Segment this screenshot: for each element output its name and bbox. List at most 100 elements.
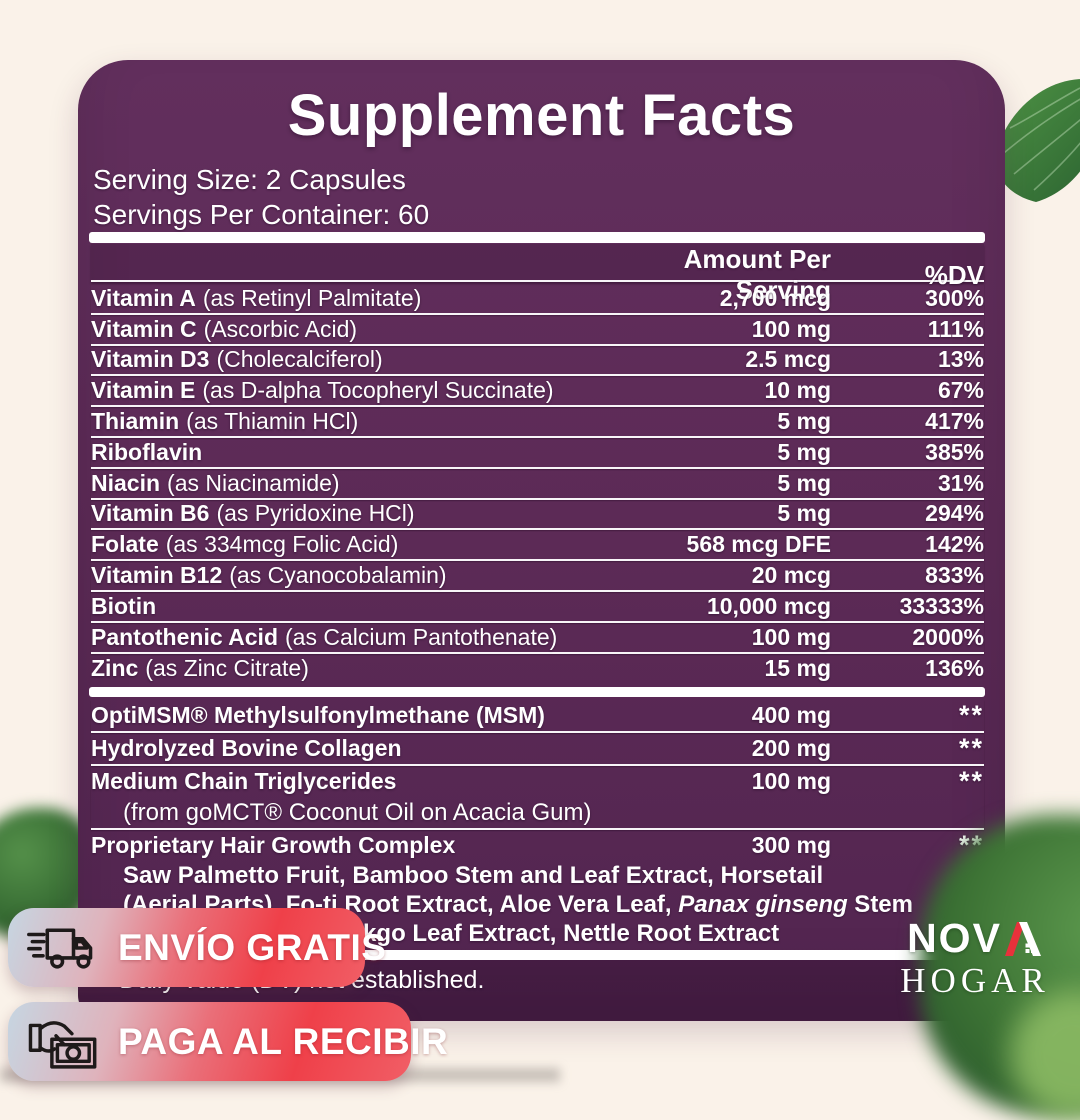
table-row: Proprietary Hair Growth Complex 300 mg *… <box>91 830 984 861</box>
ingredient-detail: (as Retinyl Palmitate) <box>202 284 422 311</box>
table-row: Thiamin (as Thiamin HCl) 5 mg 417% <box>91 407 984 438</box>
cash-payment-icon <box>28 1020 97 1069</box>
table-row: Hydrolyzed Bovine Collagen 200 mg ** <box>91 733 984 766</box>
ingredient-detail: (as 334mcg Folic Acid) <box>165 531 399 558</box>
ingredient-amount: 5 mg <box>777 438 831 465</box>
ingredient-detail: (as Cyanocobalamin) <box>229 562 447 589</box>
ingredient-dv: 67% <box>937 377 984 404</box>
ingredient-name: Vitamin A <box>91 284 196 311</box>
ingredient-dv: 385% <box>925 438 984 465</box>
ingredient-dv: 833% <box>925 562 984 589</box>
supplement-facts-panel: Supplement Facts Serving Size: 2 Capsule… <box>78 60 1005 1021</box>
table-row: Vitamin A (as Retinyl Palmitate) 2,700 mc… <box>91 284 984 315</box>
ingredient-amount: 2.5 mcg <box>745 346 831 373</box>
free-shipping-badge: ENVÍO GRATIS <box>8 908 386 987</box>
ingredient-amount: 100 mg <box>751 623 831 650</box>
ingredient-amount: 15 mg <box>764 655 831 682</box>
ingredient-name: Zinc <box>91 655 139 682</box>
table-row: Biotin 10,000 mcg 33333% <box>91 592 984 623</box>
divider-thick-bottom <box>89 950 985 960</box>
table-row: Niacin (as Niacinamide) 5 mg 31% <box>91 469 984 500</box>
table-row: Riboflavin 5 mg 385% <box>91 438 984 469</box>
ingredient-name: Pantothenic Acid <box>91 623 278 650</box>
servings-per-container: Servings Per Container: 60 <box>93 199 430 230</box>
column-header-amount: Amount Per Serving <box>683 244 831 305</box>
table-row: Zinc (as Zinc Citrate) 15 mg 136% <box>91 654 984 685</box>
ingredient-dv: ** <box>958 733 984 763</box>
ingredient-amount: 100 mg <box>751 315 831 342</box>
ingredient-name: Vitamin C <box>91 315 197 342</box>
column-header-dv: %DV <box>924 259 984 290</box>
ingredient-dv: 300% <box>925 284 984 311</box>
ingredient-detail: (as Calcium Pantothenate) <box>285 623 558 650</box>
nutrient-table: Vitamin A (as Retinyl Palmitate) 2,700 mc… <box>91 284 984 684</box>
table-row: Folate (as 334mcg Folic Acid) 568 mcg DFE… <box>91 530 984 562</box>
ingredient-detail: (as Pyridoxine HCl) <box>216 500 415 527</box>
ingredient-dv: 33333% <box>899 592 984 619</box>
ingredient-amount: 400 mg <box>751 702 831 728</box>
ingredient-source-note: (from goMCT® Coconut Oil on Acacia Gum) <box>123 798 592 826</box>
table-row: Vitamin E (as D-alpha Tocopheryl Succinat… <box>91 376 984 408</box>
delivery-truck-icon <box>27 927 93 969</box>
ingredient-detail: (as Niacinamide) <box>167 469 340 496</box>
ingredient-detail: (as Thiamin HCl) <box>186 408 359 435</box>
ingredient-name: Vitamin B12 <box>91 562 223 589</box>
ingredient-dv: 294% <box>925 500 984 527</box>
free-shipping-label: ENVÍO GRATIS <box>118 926 387 968</box>
cash-on-delivery-badge: PAGA AL RECIBIR <box>8 1002 448 1081</box>
ingredient-amount: 568 mcg DFE <box>686 531 831 558</box>
ingredient-amount: 10 mg <box>764 377 831 404</box>
table-row: OptiMSM® Methylsulfonylmethane (MSM) 400… <box>91 700 984 733</box>
table-row: Vitamin C (Ascorbic Acid) 100 mg 111% <box>91 315 984 346</box>
ingredient-dv: 142% <box>925 531 984 558</box>
ingredient-amount: 300 mg <box>751 832 831 858</box>
ingredient-name: OptiMSM® Methylsulfonylmethane (MSM) <box>91 702 545 728</box>
ingredient-name: Vitamin D3 <box>91 346 210 373</box>
ingredient-name: Riboflavin <box>91 438 203 465</box>
ingredient-dv: 111% <box>927 315 984 342</box>
brand-logo: NOV HOGAR <box>896 918 1054 1001</box>
panel-title: Supplement Facts <box>287 83 796 148</box>
table-row: Vitamin B12 (as Cyanocobalamin) 20 mcg 83… <box>91 561 984 592</box>
other-ingredients-table: OptiMSM® Methylsulfonylmethane (MSM) 400… <box>91 700 984 830</box>
ingredient-name: Hydrolyzed Bovine Collagen <box>91 735 402 761</box>
ingredient-amount: 5 mg <box>777 408 831 435</box>
ingredient-dv: 2000% <box>912 623 984 650</box>
ingredient-name: Biotin <box>91 592 157 619</box>
complex-ingredients-line: Saw Palmetto Fruit, Bamboo Stem and Leaf… <box>123 861 824 889</box>
logo-house-a-icon <box>1004 922 1041 956</box>
logo-brand-subtext: HOGAR <box>900 961 1050 1000</box>
ingredient-amount: 10,000 mcg <box>706 592 831 619</box>
leaf-decoration-top-right-icon <box>988 62 1080 212</box>
ingredient-amount: 100 mg <box>751 768 831 794</box>
ingredient-amount: 200 mg <box>751 735 831 761</box>
serving-info: Serving Size: 2 Capsules Servings Per Co… <box>93 162 429 232</box>
ingredient-name: Proprietary Hair Growth Complex <box>91 832 456 858</box>
ingredient-detail: (Ascorbic Acid) <box>203 315 358 342</box>
cash-on-delivery-label: PAGA AL RECIBIR <box>118 1020 449 1062</box>
ingredient-amount: 5 mg <box>777 500 831 527</box>
table-header: Amount Per Serving %DV <box>91 244 984 305</box>
ingredient-dv: 136% <box>925 655 984 682</box>
ingredient-dv: ** <box>958 766 984 796</box>
ingredient-dv: 31% <box>937 469 984 496</box>
ingredient-dv: 417% <box>925 408 984 435</box>
divider-thick-top <box>89 232 985 243</box>
ingredient-detail: (Cholecalciferol) <box>216 346 383 373</box>
table-row: Medium Chain Triglycerides 100 mg ** (fr… <box>91 766 984 830</box>
divider-thick-middle <box>89 687 985 697</box>
ingredient-name: Thiamin <box>91 408 180 435</box>
ingredient-amount: 5 mg <box>777 469 831 496</box>
table-row: Vitamin D3 (Cholecalciferol) 2.5 mcg 13% <box>91 346 984 377</box>
ingredient-dv: 13% <box>937 346 984 373</box>
logo-brand-text: NOV <box>907 915 1002 961</box>
ingredient-detail: (as Zinc Citrate) <box>145 655 309 682</box>
ingredient-name: Medium Chain Triglycerides <box>91 768 397 794</box>
ingredient-amount: 20 mcg <box>751 562 831 589</box>
ingredient-dv: ** <box>831 830 984 859</box>
ingredient-amount: 2,700 mcg <box>719 284 831 311</box>
serving-size: Serving Size: 2 Capsules <box>93 164 406 195</box>
ingredient-name: Vitamin E <box>91 377 196 404</box>
ingredient-name: Folate <box>91 531 159 558</box>
ingredient-detail: (as D-alpha Tocopheryl Succinate) <box>202 377 554 404</box>
